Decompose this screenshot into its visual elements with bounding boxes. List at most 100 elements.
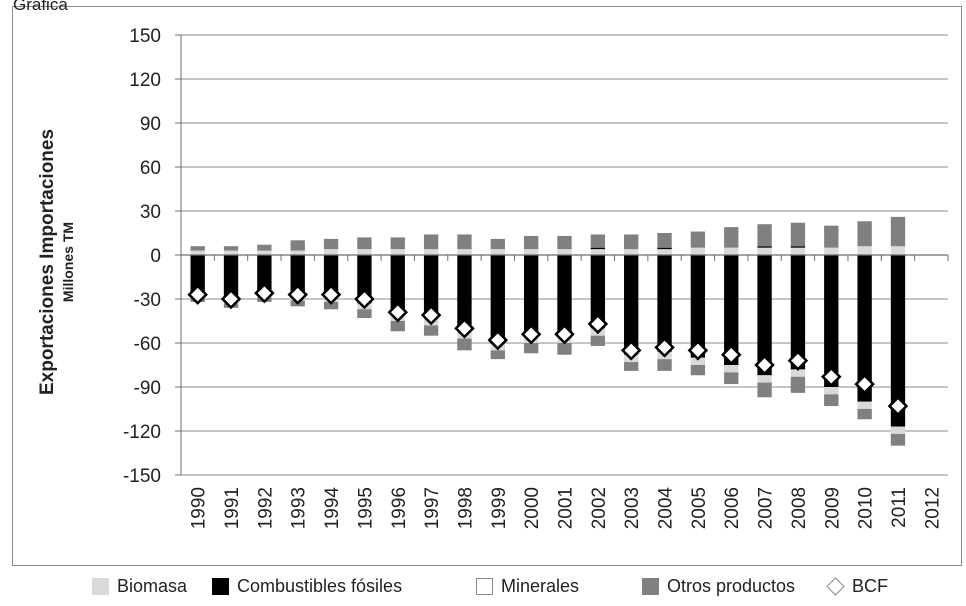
bars — [190, 216, 906, 446]
x-tick-label: 2004 — [656, 487, 677, 530]
bar-otros-productos-export — [857, 221, 872, 247]
bar-otros-productos-import — [457, 338, 472, 351]
x-tick-label: 2002 — [589, 487, 610, 529]
legend-swatch — [212, 578, 229, 595]
bar-combustibles-f-siles-import — [523, 255, 539, 336]
bar-otros-productos-export — [223, 246, 239, 251]
x-tick-label: 1997 — [422, 487, 443, 529]
x-tick-label: 1991 — [222, 487, 243, 529]
y-tick-label: -90 — [134, 378, 161, 399]
bar-biomasa-export — [790, 247, 806, 255]
axes — [175, 34, 949, 476]
bar-otros-productos-export — [323, 238, 339, 250]
bar-otros-productos-export — [357, 237, 372, 250]
bar-biomasa-export — [223, 250, 239, 255]
bar-combustibles-f-siles-import — [490, 255, 505, 343]
bar-otros-productos-export — [757, 224, 772, 247]
bar-otros-productos-export — [190, 246, 205, 251]
legend-item-biomasa: Biomasa — [92, 576, 187, 597]
bar-biomasa-export — [590, 249, 606, 255]
bar-biomasa-export — [257, 250, 272, 255]
legend-label: Minerales — [501, 576, 580, 596]
bar-otros-productos-export — [557, 235, 572, 250]
legend: Biomasa Combustibles fósiles Minerales Otro… — [0, 572, 966, 606]
y-tick-label: 60 — [140, 158, 161, 179]
x-tick-label: 2005 — [689, 487, 710, 529]
bar-combustibles-f-siles-export — [590, 247, 606, 250]
x-tick-label: 1994 — [322, 487, 343, 530]
bar-biomasa-export — [323, 249, 339, 255]
bar-otros-productos-export — [257, 244, 272, 251]
bar-otros-productos-import — [490, 350, 505, 360]
bcf-marker — [687, 340, 709, 361]
bar-otros-productos-export — [790, 222, 806, 247]
bar-otros-productos-export — [824, 225, 839, 248]
legend-item-minerales: Minerales — [476, 576, 579, 597]
chart-top-label: Gráfica — [13, 0, 68, 14]
bcf-marker — [620, 340, 642, 361]
bar-biomasa-export — [290, 250, 305, 255]
bar-combustibles-f-siles-import — [257, 255, 272, 292]
bar-combustibles-f-siles-import — [590, 255, 606, 329]
bar-biomasa-export — [890, 246, 906, 255]
bar-otros-productos-import — [790, 376, 806, 393]
bar-biomasa-export — [657, 249, 672, 255]
legend-item-otros-productos: Otros productos — [642, 576, 795, 597]
bcf-marker — [387, 301, 409, 323]
bcf-marker — [554, 323, 575, 345]
bar-biomasa-import — [757, 375, 772, 383]
bar-otros-productos-import — [390, 321, 405, 332]
bar-biomasa-export — [490, 249, 505, 255]
bar-combustibles-f-siles-import — [890, 255, 906, 427]
bar-biomasa-import — [790, 369, 806, 377]
bar-otros-productos-export — [523, 235, 539, 250]
bar-otros-productos-import — [690, 365, 706, 376]
bar-otros-productos-import — [423, 325, 439, 336]
bar-biomasa-import — [724, 365, 739, 373]
y-tick-label: 0 — [150, 246, 161, 267]
legend-swatch — [92, 578, 109, 595]
bar-biomasa-import — [824, 387, 839, 395]
bar-combustibles-f-siles-import — [357, 255, 372, 304]
bar-combustibles-f-siles-import — [657, 255, 672, 352]
legend-label: Biomasa — [117, 576, 188, 596]
x-tick-label: 2001 — [556, 487, 577, 529]
bar-biomasa-export — [390, 249, 405, 255]
bcf-markers — [187, 282, 909, 417]
y-tick-label: 30 — [140, 202, 161, 223]
bar-biomasa-export — [523, 249, 539, 255]
bar-combustibles-f-siles-import — [557, 255, 572, 336]
bcf-marker — [720, 344, 742, 366]
y-tick-label: -150 — [123, 466, 161, 487]
bcf-marker — [454, 318, 475, 339]
y-tick-label: 120 — [129, 70, 161, 91]
bar-biomasa-import — [890, 426, 906, 434]
bar-biomasa-export — [724, 247, 739, 255]
bcf-marker — [787, 350, 809, 371]
bar-biomasa-import — [857, 401, 872, 409]
x-tick-label: 2007 — [756, 487, 777, 529]
bar-otros-productos-import — [890, 433, 906, 446]
bcf-marker — [821, 366, 842, 388]
x-tick-label: 1993 — [289, 487, 310, 529]
x-tick-label: 2009 — [822, 487, 843, 529]
y-axis-sublabel: Millones TM — [60, 222, 76, 302]
bar-otros-productos-export — [890, 216, 906, 247]
bar-combustibles-f-siles-import — [857, 255, 872, 402]
legend-item-bcf: BCF — [826, 576, 888, 597]
bar-combustibles-f-siles-import — [290, 255, 305, 295]
bar-biomasa-export — [557, 249, 572, 255]
bar-combustibles-f-siles-import — [690, 255, 706, 358]
bar-otros-productos-import — [323, 301, 339, 310]
bcf-marker — [354, 288, 375, 310]
bar-biomasa-export — [757, 247, 772, 255]
legend-item-combustibles-f-siles: Combustibles fósiles — [212, 576, 402, 597]
bcf-marker — [887, 395, 909, 417]
x-tick-label: 2010 — [856, 487, 877, 529]
bar-biomasa-import — [690, 357, 706, 365]
bcf-marker — [587, 313, 609, 335]
bar-combustibles-f-siles-import — [757, 255, 772, 376]
x-tick-label: 2008 — [789, 487, 810, 529]
x-tick-label: 2012 — [922, 487, 943, 529]
bar-otros-productos-import — [357, 309, 372, 319]
